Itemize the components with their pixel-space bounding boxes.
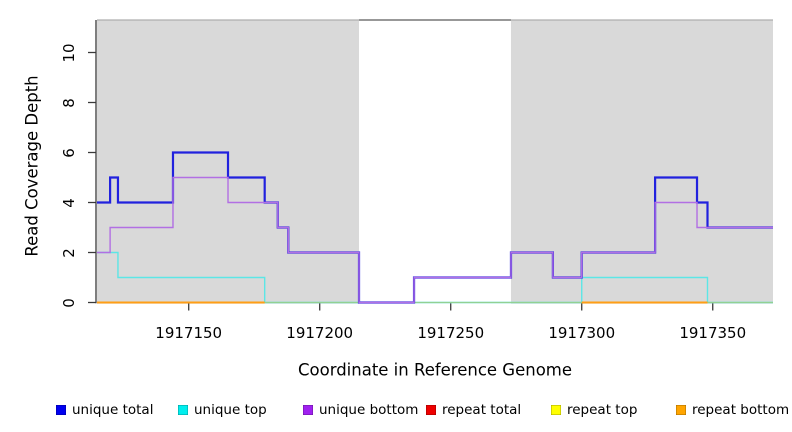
- y-axis-title: Read Coverage Depth: [22, 75, 42, 257]
- x-axis-title: Coordinate in Reference Genome: [297, 360, 573, 380]
- y-tick-label: 2: [60, 247, 78, 258]
- y-tick-label: 6: [60, 147, 78, 158]
- plot-background-regions: [97, 19, 773, 304]
- x-tick-label: 1917250: [417, 324, 485, 342]
- y-tick-label: 0: [60, 297, 78, 308]
- coverage-step-lines: [97, 151, 773, 304]
- axes-and-ticks: [88, 20, 714, 311]
- region-white-gap: [359, 20, 511, 304]
- y-tick-label: 4: [60, 197, 78, 208]
- region-shaded-right: [510, 20, 773, 304]
- x-tick-label: 1917300: [548, 324, 616, 342]
- x-tick-label: 1917200: [286, 324, 354, 342]
- x-tick-label: 1917150: [155, 324, 223, 342]
- y-tick-label: 8: [60, 97, 78, 108]
- y-tick-label: 10: [60, 42, 78, 63]
- x-tick-label: 1917350: [679, 324, 747, 342]
- series-line-unique-bottom: [97, 176, 773, 304]
